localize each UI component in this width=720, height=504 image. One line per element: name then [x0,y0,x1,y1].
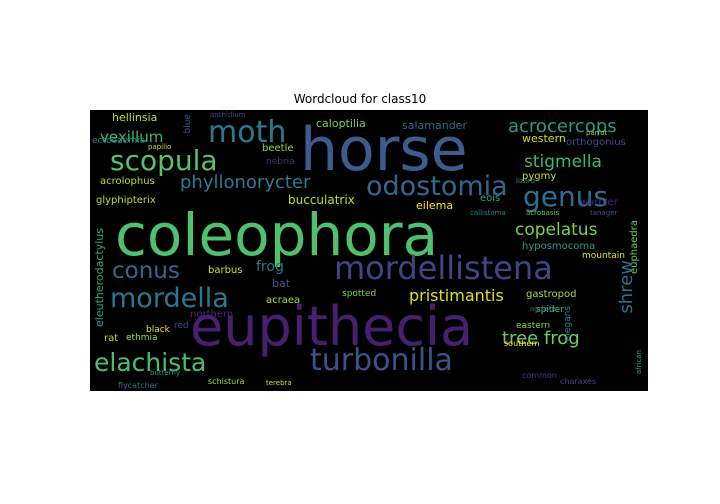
word-turbonilla: turbonilla [310,343,453,378]
word-ethmia: ethmia [126,333,158,343]
word-beetle: beetle [262,143,294,154]
word-stigmella: stigmella [524,152,602,172]
word-nebria: nebria [266,157,295,167]
word-caloptilia: caloptilia [316,117,366,130]
word-blue: blue [183,114,193,134]
word-barbus: barbus [208,265,243,276]
word-southern: southern [504,339,540,348]
word-ectoedemia: ectoedemia [92,136,146,146]
word-odostomia: odostomia [366,171,508,202]
word-eilema: eilema [416,199,454,212]
word-coleophora: coleophora [115,201,439,269]
wordcloud-canvas: coleophora eupithecia horse mordellisten… [90,110,648,391]
word-copelatus: copelatus [515,220,598,240]
word-vexillum: vexillum [100,128,164,146]
word-hyposmocoma: hyposmocoma [522,241,596,252]
word-euphaedra: euphaedra [629,220,640,275]
word-bucculatrix: bucculatrix [288,193,355,207]
word-bat: bat [272,277,291,290]
word-callistoma: callistoma [470,209,506,217]
word-parrot: parrot [586,129,608,137]
word-pygmy: pygmy [522,171,557,182]
word-acrocercops: acrocercops [508,116,617,137]
word-african: african [635,350,643,375]
word-warbler: warbler [580,197,618,208]
word-glyphipterix: glyphipterix [96,195,156,206]
word-conus: conus [112,258,180,284]
word-agdistis: agdistis [530,305,558,313]
word-lizard: lizard [516,177,536,185]
word-orthogonius: orthogonius [566,137,626,148]
word-acrobasis: acrobasis [526,209,560,217]
word-acraea: acraea [266,295,301,306]
word-rat: rat [104,333,119,344]
word-mordellistena: mordellistena [334,249,553,287]
word-frog: frog [256,259,284,275]
word-hellinsia: hellinsia [112,111,158,124]
word-acrolophus: acrolophus [100,176,155,187]
word-eupithecia: eupithecia [190,295,474,358]
word-eleutherodactylus: eleutherodactylus [93,228,106,327]
word-eois: eois [480,193,501,204]
word-black: black [146,325,170,335]
word-phyllonorycter: phyllonorycter [180,172,311,193]
word-salamander: salamander [402,119,467,132]
word-spotted: spotted [342,289,377,299]
word-elegans: elegans [563,306,573,342]
word-elachista: elachista [94,348,207,377]
word-eastern: eastern [516,321,551,331]
word-anthidium: anthidium [210,111,246,119]
word-gastropod: gastropod [526,289,577,300]
word-scopula: scopula [110,144,218,177]
word-northern: northern [190,309,234,320]
word-genus: genus [523,180,609,213]
word-tree-frog: tree frog [502,328,580,349]
word-mordella: mordella [110,283,229,314]
word-horse: horse [300,115,468,185]
word-moth: moth [208,115,287,150]
word-schistura: schistura [208,377,245,386]
word-tanager: tanager [590,209,618,217]
word-common: common [522,371,557,380]
word-butterfly: butterfly [150,369,181,377]
word-spider: spider [536,305,564,315]
word-red: red [174,321,189,331]
word-charaxes: charaxes [560,377,597,386]
word-terebra: terebra [266,379,292,387]
figure-title: Wordcloud for class10 [293,92,427,106]
word-flycatcher: flycatcher [118,381,158,390]
word-western: western [522,132,566,145]
word-papilio: papilio [148,143,172,151]
word-pristimantis: pristimantis [409,286,504,305]
word-mountain: mountain [582,251,625,261]
